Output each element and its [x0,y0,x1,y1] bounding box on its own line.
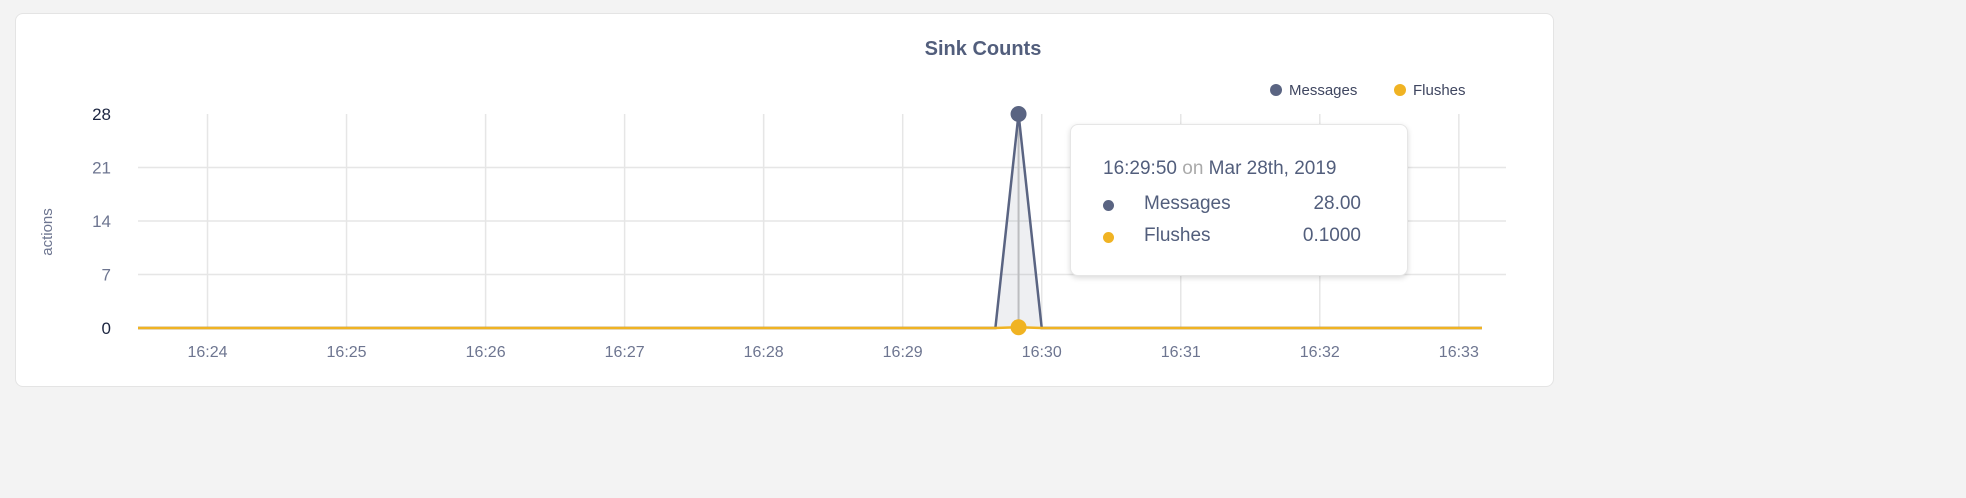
y-tick-label: 21 [92,159,111,178]
tooltip-value: 0.1000 [1302,225,1361,246]
y-tick-label: 14 [92,212,111,231]
flushes-dot-icon [1103,232,1114,243]
tooltip-label: Flushes [1144,225,1211,246]
tooltip-date: Mar 28th, 2019 [1208,158,1337,179]
legend-dot-icon [1394,84,1406,96]
x-tick-label: 16:32 [1300,344,1340,361]
legend-dot-icon [1270,84,1282,96]
legend-item-flushes: Flushes [1413,82,1466,99]
data-point-flushes [1010,319,1027,336]
tooltip-row-messages: Messages 28.00 [1103,193,1375,217]
chart-tooltip: 16:29:50 on Mar 28th, 2019 Messages 28.0… [1070,124,1408,276]
x-tick-label: 16:27 [605,344,645,361]
tooltip-on: on [1182,158,1204,179]
y-tick-label: 28 [92,105,111,124]
x-tick-label: 16:33 [1439,344,1479,361]
tooltip-row-flushes: Flushes 0.1000 [1103,225,1375,249]
tooltip-header: 16:29:50 on Mar 28th, 2019 [1103,158,1336,180]
series-line-flushes [138,325,1482,330]
chart-title: Sink Counts [924,38,1042,60]
x-tick-label: 16:26 [466,344,506,361]
data-point-messages [1010,106,1027,122]
messages-dot-icon [1103,200,1114,211]
x-tick-label: 16:30 [1022,344,1062,361]
y-tick-label: 0 [102,319,111,338]
x-tick-label: 16:29 [883,344,923,361]
y-axis-label: actions [39,208,56,256]
x-tick-label: 16:31 [1161,344,1201,361]
tooltip-time: 16:29:50 [1103,158,1177,179]
x-tick-label: 16:25 [327,344,367,361]
x-tick-label: 16:28 [744,344,784,361]
tooltip-label: Messages [1144,193,1231,214]
y-tick-label: 7 [102,266,111,285]
legend-item-messages: Messages [1289,82,1357,99]
tooltip-value: 28.00 [1313,193,1361,214]
x-tick-label: 16:24 [187,344,227,361]
